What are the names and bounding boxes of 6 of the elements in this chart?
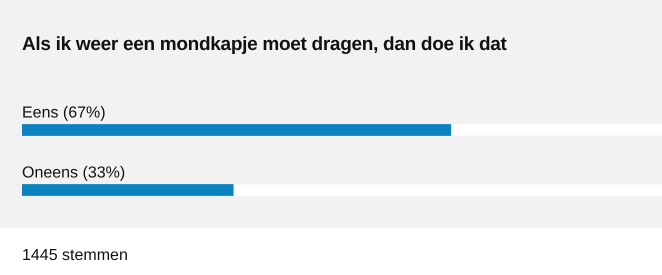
data-label: (67%): [62, 104, 106, 122]
chart-title: Als ik weer een mondkapje moet dragen, dan doe ik dat: [22, 34, 507, 56]
y-tick-label: Oneens: [22, 164, 78, 182]
text: 1445 stemmen: [22, 247, 128, 265]
y-tick-label: Eens: [22, 104, 58, 122]
data-label: (33%): [82, 164, 126, 182]
